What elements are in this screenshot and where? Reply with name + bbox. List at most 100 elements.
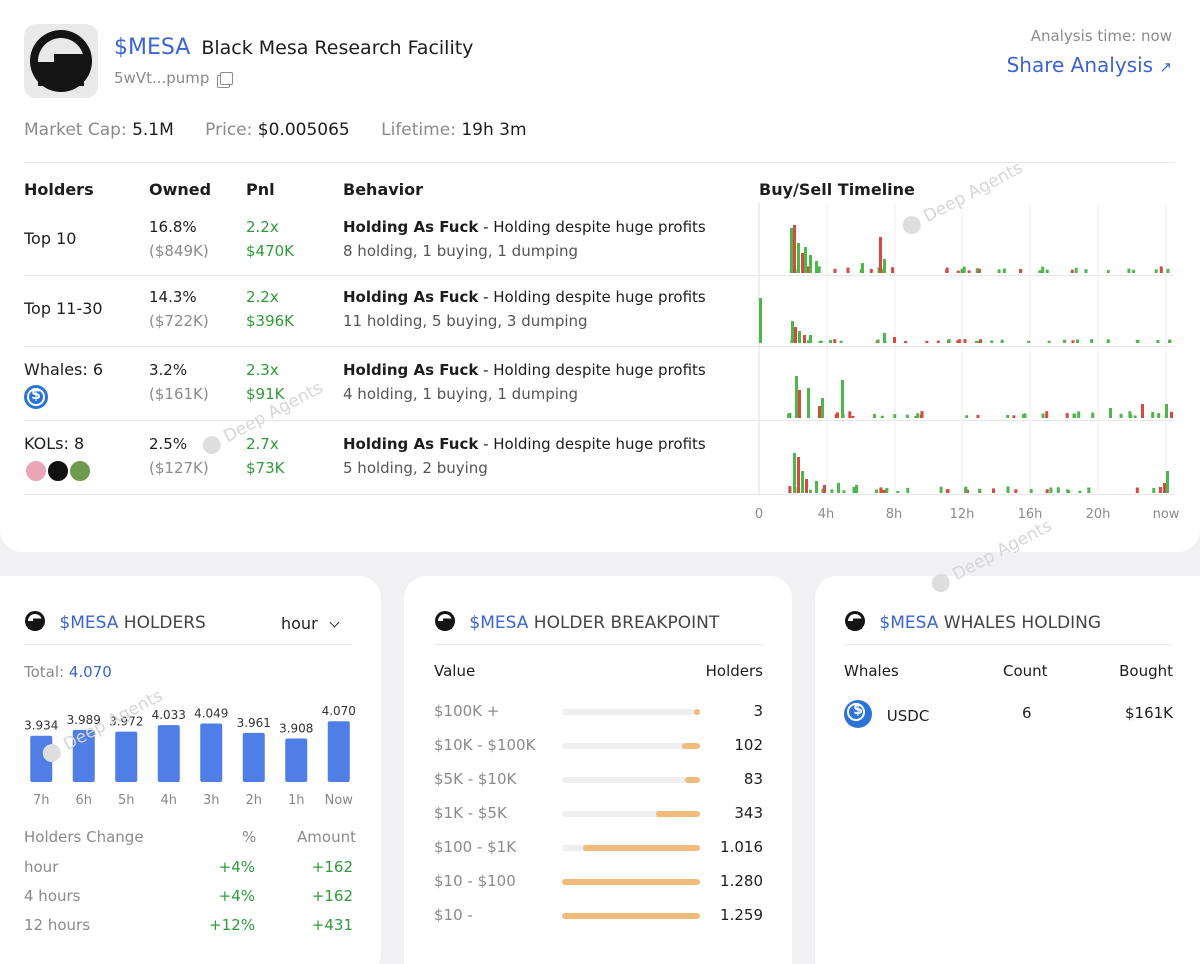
holders-bar[interactable] xyxy=(72,729,95,782)
divider xyxy=(24,162,1174,163)
timeline-mark xyxy=(1023,413,1027,418)
share-analysis-link[interactable]: Share Analysis ↗ xyxy=(1006,53,1172,77)
bar-category-label: 6h xyxy=(75,793,92,808)
timeline-spike xyxy=(801,471,804,493)
breakpoint-bar xyxy=(562,709,700,715)
row-pnl-multiple: 2.2x xyxy=(246,288,279,306)
timeline-mark xyxy=(1045,411,1049,418)
timeline-mark xyxy=(829,340,832,343)
divider xyxy=(844,644,1172,645)
holders-bar[interactable] xyxy=(157,725,180,782)
price-value: $0.005065 xyxy=(257,120,350,140)
timeline-spike xyxy=(855,485,858,493)
holders-bar-chart: 3.934 7h 3.989 6h 3.972 5h 4.033 4h 4.049 3h 3.961… xyxy=(24,704,356,808)
breakpoint-range: $100K + xyxy=(434,702,500,720)
timeline-mark xyxy=(1087,487,1091,493)
timeline-spike xyxy=(837,483,840,493)
kol-avatars xyxy=(24,459,92,487)
timeline-mark xyxy=(925,340,929,343)
timeline-spike xyxy=(1163,483,1166,493)
breakpoint-range: $100 - $1K xyxy=(434,838,517,856)
change-period: hour xyxy=(24,858,59,876)
timeline-spike xyxy=(807,388,810,418)
avatar[interactable] xyxy=(46,459,70,483)
bar-category-label: 2h xyxy=(245,793,262,808)
timeline-spike xyxy=(1109,408,1112,418)
col-header-owned: Owned xyxy=(149,180,212,199)
holders-bar[interactable] xyxy=(115,731,138,782)
timeline-mark xyxy=(975,268,979,273)
timeline-mark xyxy=(896,491,900,493)
avatar[interactable] xyxy=(68,459,92,483)
timeline-mark xyxy=(833,268,837,273)
timeline-mark xyxy=(1014,489,1018,493)
row-pnl-multiple: 2.7x xyxy=(246,435,279,453)
timeline-mark xyxy=(880,415,884,418)
timeline-mark xyxy=(885,487,889,493)
row-pnl-multiple: 2.2x xyxy=(246,218,279,236)
whale-count: 6 xyxy=(1022,704,1032,722)
usdc-icon xyxy=(24,385,48,409)
timeline-mark xyxy=(891,267,895,273)
timeline-mark xyxy=(1002,268,1006,273)
breakpoint-range: $10 - $100 xyxy=(434,872,516,890)
avatar[interactable] xyxy=(24,459,48,483)
breakpoint-holders: 83 xyxy=(743,770,763,788)
timeline-mark xyxy=(979,339,983,343)
row-owned-pct: 3.2% xyxy=(149,361,188,379)
timeline-mark xyxy=(833,339,837,343)
timeline-spike xyxy=(804,247,807,273)
whale-row[interactable]: USDC xyxy=(844,700,929,728)
token-ticker: $MESA xyxy=(114,35,191,60)
lifetime-value: 19h 3m xyxy=(461,120,527,140)
timeline-mark xyxy=(1071,340,1075,343)
chevron-down-icon xyxy=(329,617,340,628)
bar-category-label: 3h xyxy=(203,793,220,808)
timeline-spike xyxy=(1165,404,1168,418)
timeline-mark xyxy=(1136,339,1140,343)
timeline-mark xyxy=(964,486,968,493)
copy-icon[interactable] xyxy=(220,72,234,85)
timeline-mark xyxy=(1119,413,1123,418)
holders-bar[interactable] xyxy=(30,735,53,782)
row-behavior: Holding As Fuck - Holding despite huge p… xyxy=(343,435,706,453)
total-holders: 4.070 xyxy=(68,663,112,681)
timeline-mark xyxy=(1132,269,1136,273)
timeline-mark xyxy=(956,270,960,273)
breakpoint-header-value: Value xyxy=(434,662,476,680)
holders-bar[interactable] xyxy=(285,738,308,782)
buy-sell-timeline xyxy=(758,203,1173,495)
timeline-mark xyxy=(1152,488,1156,493)
black-mesa-logo-icon xyxy=(25,611,45,631)
timeline-mark xyxy=(1006,414,1010,418)
timeline-mark xyxy=(1063,339,1066,343)
holders-bar[interactable] xyxy=(327,721,350,782)
timeline-mark xyxy=(1127,268,1131,273)
whales-header-name: Whales xyxy=(844,662,899,680)
timeline-mark xyxy=(1066,489,1070,493)
change-period: 4 hours xyxy=(24,887,81,905)
interval-select[interactable]: hour xyxy=(281,614,340,633)
bar-value-label: 3.908 xyxy=(279,721,313,735)
timeline-mark xyxy=(1106,270,1110,273)
holders-bar[interactable] xyxy=(242,732,265,782)
breakpoint-holders: 102 xyxy=(734,736,763,754)
timeline-mark xyxy=(992,488,995,493)
row-behavior-detail: 5 holding, 2 buying xyxy=(343,459,488,477)
breakpoint-bar xyxy=(562,811,700,817)
row-behavior-detail: 4 holding, 1 buying, 1 dumping xyxy=(343,385,579,403)
timeline-mark xyxy=(875,489,879,493)
timeline-mark xyxy=(978,488,982,493)
timeline-spike xyxy=(795,376,798,418)
timeline-spike xyxy=(790,228,793,273)
timeline-mark xyxy=(808,489,812,493)
bar-fill xyxy=(655,811,700,817)
breakpoint-range: $10K - $100K xyxy=(434,736,536,754)
change-header-amount: Amount xyxy=(297,828,356,846)
timeline-mark xyxy=(1133,415,1137,418)
row-owned-pct: 16.8% xyxy=(149,218,197,236)
timeline-mark xyxy=(976,414,980,418)
timeline-mark xyxy=(960,268,964,273)
timeline-tick-label: 0 xyxy=(754,507,764,522)
holders-bar[interactable] xyxy=(200,723,223,782)
